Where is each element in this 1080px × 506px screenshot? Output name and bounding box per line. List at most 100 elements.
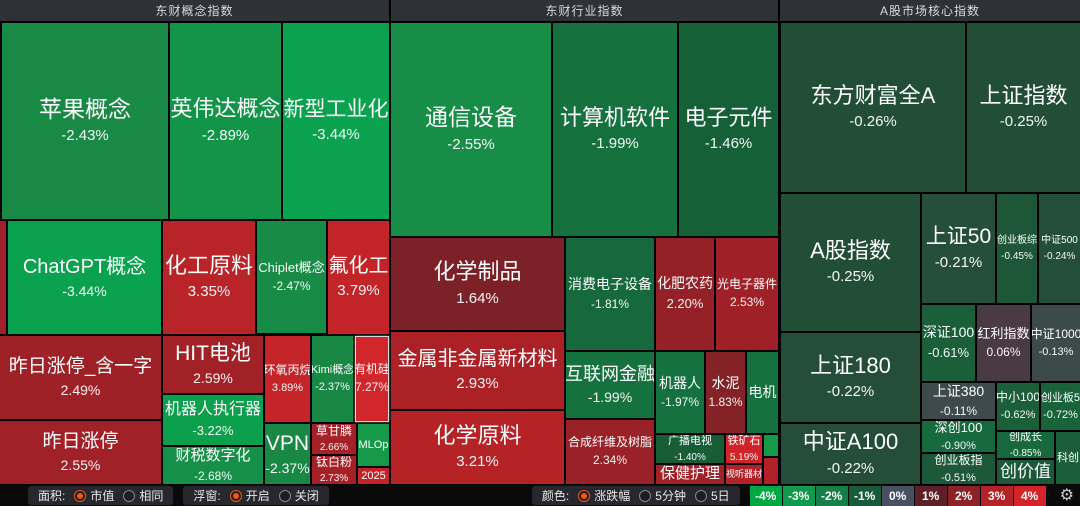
tile-name: 水泥 bbox=[711, 374, 740, 391]
treemap-tile-43[interactable]: A股指数 -0.25% bbox=[781, 194, 920, 331]
treemap-tile-sliver-3[interactable] bbox=[0, 221, 6, 334]
treemap-tile-4[interactable]: ChatGPT概念 -3.44% bbox=[8, 221, 161, 334]
section-header-0: 东财概念指数 bbox=[0, 0, 389, 21]
treemap-tile-35[interactable]: 广播电视 -1.40% bbox=[656, 435, 724, 463]
tile-name: 中小100 bbox=[997, 390, 1039, 405]
treemap-tile-34[interactable]: 电机 bbox=[747, 352, 778, 433]
treemap-tile-32[interactable]: 机器人 -1.97% bbox=[656, 352, 704, 433]
tile-change-percent: -0.11% bbox=[939, 403, 978, 418]
treemap-tile-52[interactable]: 上证380 -0.11% bbox=[922, 383, 995, 419]
treemap-tile-26[interactable]: 化学原料 3.21% bbox=[391, 411, 564, 484]
settings-gear-icon[interactable]: ⚙ bbox=[1059, 486, 1074, 504]
tile-name: 保健护理 bbox=[659, 465, 720, 483]
tile-name: 深创100 bbox=[934, 421, 983, 435]
treemap-tile-13[interactable]: 环氧丙烷 3.89% bbox=[265, 336, 310, 422]
treemap-tile-31[interactable]: 光电子器件 2.53% bbox=[716, 238, 778, 350]
tile-change-percent: 2.34% bbox=[592, 453, 628, 468]
treemap-tile-sliver-39[interactable] bbox=[764, 435, 778, 456]
treemap-tile-21[interactable]: 通信设备 -2.55% bbox=[391, 23, 551, 236]
treemap-tile-0[interactable]: 苹果概念 -2.43% bbox=[2, 23, 168, 219]
tile-change-percent: -2.89% bbox=[201, 126, 250, 144]
tile-change-percent: 3.79% bbox=[337, 282, 380, 300]
treemap-tile-7[interactable]: 化工原料 3.35% bbox=[163, 221, 255, 334]
treemap-tile-14[interactable]: Kimi概念 -2.37% bbox=[312, 336, 353, 422]
tile-name: 合成纤维及树脂 bbox=[567, 435, 652, 450]
treemap-tile-1[interactable]: 英伟达概念 -2.89% bbox=[170, 23, 281, 219]
tile-change-percent: -0.72% bbox=[1043, 408, 1078, 421]
treemap-tile-55[interactable]: 中小100 -0.62% bbox=[997, 383, 1039, 430]
treemap-tile-8[interactable]: Chiplet概念 -2.47% bbox=[257, 221, 326, 333]
treemap-tile-51[interactable]: 中证1000 -0.13% bbox=[1032, 305, 1080, 381]
treemap-tile-15[interactable]: 有机硅 7.27% bbox=[355, 336, 389, 422]
treemap-tile-42[interactable]: 上证指数 -0.25% bbox=[967, 23, 1080, 192]
tile-change-percent: -0.51% bbox=[941, 471, 976, 484]
radio-option-float-window-off[interactable]: 关闭 bbox=[278, 487, 319, 504]
treemap-tile-47[interactable]: 上证180 -0.22% bbox=[781, 333, 920, 422]
toolbar-group-label-float-window: 浮窗: bbox=[193, 489, 221, 503]
tile-name: 英伟达概念 bbox=[170, 96, 281, 122]
tile-change-percent: -2.37% bbox=[315, 381, 350, 394]
treemap-tile-25[interactable]: 金属非金属新材料 2.93% bbox=[391, 332, 564, 409]
tile-name: 深证100 bbox=[922, 324, 975, 341]
treemap-tile-16[interactable]: VPN -2.37% bbox=[265, 424, 310, 484]
tile-change-percent: 3.89% bbox=[271, 381, 304, 394]
treemap-tile-2[interactable]: 新型工业化 -3.44% bbox=[283, 23, 389, 219]
treemap-tile-48[interactable]: 中证A100 -0.22% bbox=[781, 424, 920, 484]
treemap-tile-56[interactable]: 创业板5 -0.72% bbox=[1041, 383, 1080, 430]
radio-option-label: 开启 bbox=[245, 489, 270, 503]
treemap-tile-45[interactable]: 创业板综 -0.45% bbox=[997, 194, 1037, 303]
treemap-tile-6[interactable]: 昨日涨停 2.55% bbox=[0, 421, 161, 484]
tile-name: 科创 bbox=[1057, 451, 1079, 464]
radio-option-area-market-cap[interactable]: 市值 bbox=[74, 487, 114, 504]
tile-change-percent: -3.44% bbox=[62, 282, 107, 299]
radio-option-color-change-pct[interactable]: 涨跌幅 bbox=[578, 487, 630, 504]
tile-change-percent: 2.20% bbox=[666, 296, 704, 312]
treemap-tile-17[interactable]: 草甘膦 2.66% bbox=[312, 424, 356, 454]
treemap-tile-33[interactable]: 水泥 1.83% bbox=[706, 352, 745, 433]
radio-option-area-same[interactable]: 相同 bbox=[123, 487, 163, 504]
treemap-tile-58[interactable]: 创价值 bbox=[997, 460, 1054, 484]
treemap-tile-20[interactable]: 2025 bbox=[358, 468, 389, 484]
radio-option-color-5min[interactable]: 5分钟 bbox=[639, 487, 686, 504]
treemap-tile-53[interactable]: 深创100 -0.90% bbox=[922, 421, 995, 452]
treemap-tile-10[interactable]: HIT电池 2.59% bbox=[163, 336, 263, 393]
treemap-tile-19[interactable]: MLOp bbox=[358, 424, 389, 466]
tile-name: 通信设备 bbox=[425, 104, 517, 131]
tile-name: 上证指数 bbox=[979, 82, 1068, 108]
legend-cell--1%: -1% bbox=[848, 485, 881, 506]
treemap-tile-24[interactable]: 化学制品 1.64% bbox=[391, 238, 564, 330]
section-header-1: 东财行业指数 bbox=[391, 0, 778, 21]
tile-name: 上证180 bbox=[810, 352, 891, 378]
treemap-tile-11[interactable]: 机器人执行器 -3.22% bbox=[163, 395, 263, 445]
treemap-tile-38[interactable]: 视听器材 bbox=[726, 465, 762, 484]
treemap-tile-22[interactable]: 计算机软件 -1.99% bbox=[553, 23, 677, 236]
treemap-tile-9[interactable]: 氟化工 3.79% bbox=[328, 221, 389, 334]
treemap-tile-23[interactable]: 电子元件 -1.46% bbox=[679, 23, 778, 236]
radio-option-float-window-on[interactable]: 开启 bbox=[229, 487, 270, 504]
section-title: 东财行业指数 bbox=[545, 4, 624, 18]
treemap-tile-27[interactable]: 消费电子设备 -1.81% bbox=[566, 238, 654, 350]
treemap-tile-sliver-40[interactable] bbox=[764, 458, 778, 484]
legend-cell-4%: 4% bbox=[1013, 485, 1046, 506]
treemap-tile-44[interactable]: 上证50 -0.21% bbox=[922, 194, 995, 303]
treemap-tile-57[interactable]: 创成长 -0.85% bbox=[997, 432, 1054, 458]
treemap-tile-46[interactable]: 中证500 -0.24% bbox=[1039, 194, 1080, 303]
radio-option-color-5day[interactable]: 5日 bbox=[694, 487, 730, 504]
treemap-tile-41[interactable]: 东方财富全A -0.26% bbox=[781, 23, 965, 192]
treemap-tile-29[interactable]: 合成纤维及树脂 2.34% bbox=[566, 420, 654, 484]
tile-name: 草甘膦 bbox=[315, 424, 352, 438]
treemap-tile-37[interactable]: 铁矿石 5.19% bbox=[726, 435, 762, 463]
treemap-tile-12[interactable]: 财税数字化 -2.68% bbox=[163, 447, 263, 484]
treemap-tile-18[interactable]: 钛白粉 2.73% bbox=[312, 456, 356, 484]
treemap-tile-49[interactable]: 深证100 -0.61% bbox=[922, 305, 975, 381]
treemap-tile-30[interactable]: 化肥农药 2.20% bbox=[656, 238, 714, 350]
treemap-tile-54[interactable]: 创业板指 -0.51% bbox=[922, 454, 995, 484]
treemap-tile-59[interactable]: 科创 bbox=[1056, 432, 1080, 484]
treemap-tile-5[interactable]: 昨日涨停_含一字 2.49% bbox=[0, 336, 161, 419]
radio-selected-icon bbox=[74, 489, 87, 502]
treemap-tile-28[interactable]: 互联网金融 -1.99% bbox=[566, 352, 654, 418]
tile-name: 互联网金融 bbox=[566, 364, 654, 385]
treemap-tile-50[interactable]: 红利指数 0.06% bbox=[977, 305, 1030, 381]
treemap-tile-36[interactable]: 保健护理 bbox=[656, 465, 724, 484]
tile-change-percent: 2.55% bbox=[60, 457, 101, 474]
